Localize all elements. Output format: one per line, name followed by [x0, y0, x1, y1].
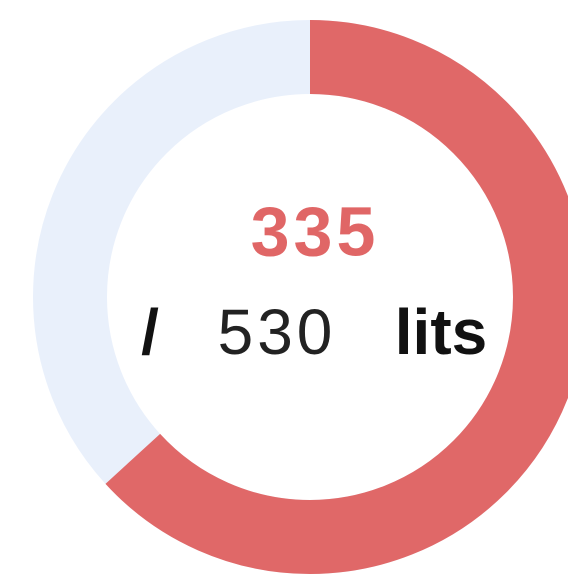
gauge-arc	[33, 20, 568, 574]
current-value: 335	[251, 192, 380, 270]
max-value: 530	[218, 296, 337, 368]
separator: /	[141, 296, 159, 368]
unit: lits	[395, 296, 487, 368]
